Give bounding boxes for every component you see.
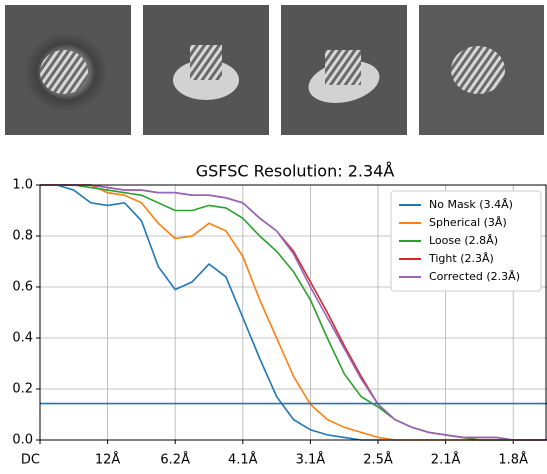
- fsc-curve: [40, 184, 547, 441]
- legend-box: [390, 190, 542, 292]
- y-tick-label: 0.8: [12, 229, 33, 244]
- x-tick-label: 2.5Å: [363, 452, 393, 468]
- particle: [325, 50, 361, 85]
- y-tick-label: 0.4: [12, 331, 33, 346]
- y-tick-label: 0.2: [12, 382, 33, 397]
- legend-label: Loose (2.8Å): [429, 234, 498, 247]
- y-tick-label: 0.0: [12, 433, 33, 448]
- x-tick-label: 3.1Å: [296, 452, 326, 468]
- y-tick-label: 0.6: [12, 280, 33, 295]
- legend-label: Tight (2.3Å): [428, 252, 494, 265]
- chart-title: GSFSC Resolution: 2.34Å: [196, 162, 395, 181]
- class-images: [5, 5, 544, 135]
- legend-label: Corrected (2.3Å): [429, 270, 520, 283]
- particle: [451, 46, 505, 94]
- legend-label: Spherical (3Å): [429, 216, 507, 229]
- x-tick-label: 1.8Å: [498, 452, 528, 468]
- plot: 0.0 0.2 0.4 0.6 0.8 1.0 DC 12Å 6.2Å 4.1Å 3.1Å 2.5Å 2…: [12, 178, 547, 468]
- plot-frame: [39, 184, 547, 441]
- legend-label: No Mask (3.4Å): [429, 198, 513, 211]
- x-tick-label: 12Å: [95, 452, 121, 468]
- x-tick-label: 6.2Å: [160, 452, 190, 468]
- x-tick-label: DC: [21, 453, 40, 468]
- y-tick-label: 1.0: [12, 178, 33, 193]
- x-tick-label: 2.1Å: [431, 452, 461, 468]
- particle: [40, 50, 88, 94]
- particle: [190, 45, 222, 80]
- x-tick-label: 4.1Å: [228, 452, 258, 468]
